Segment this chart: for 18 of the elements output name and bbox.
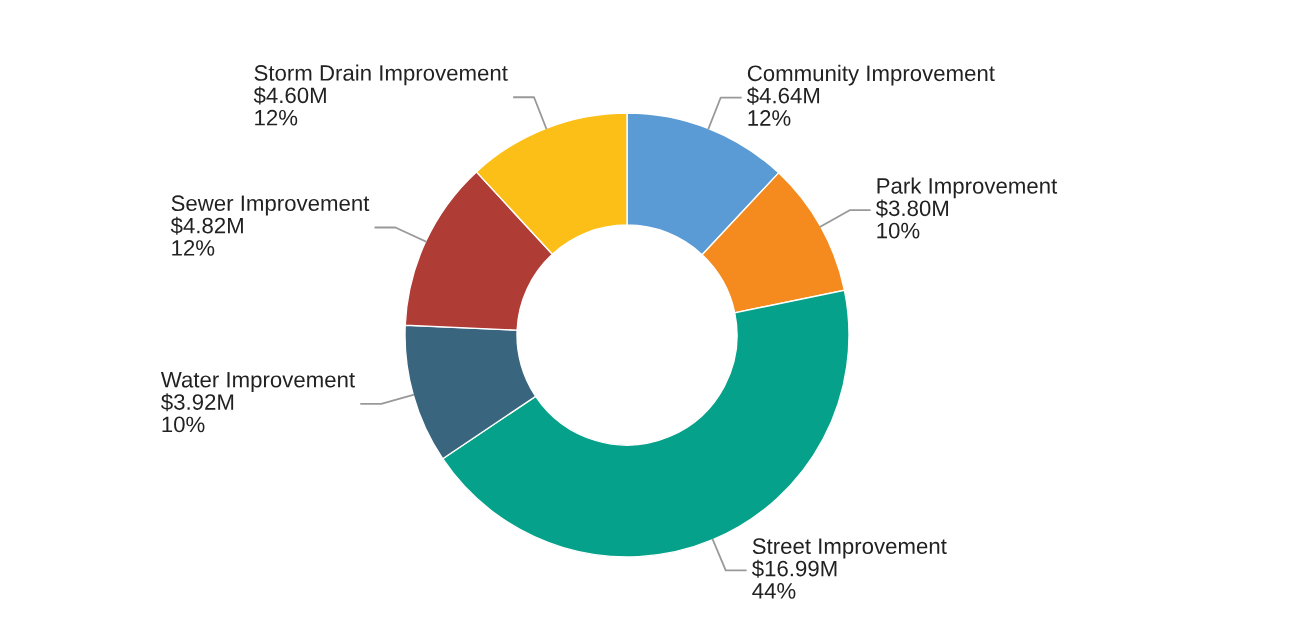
data-label: $4.64M [746,86,820,105]
slice-label: Park Improvement [877,177,1058,199]
text: 12% [255,109,298,126]
data-label: $3.92M [161,393,234,412]
slice-label: Street Improvement [752,538,947,559]
slice-label: Storm Drain Improvement [254,64,508,86]
data-label: $3.80M [875,199,948,218]
data-label: $4.82M [170,216,243,235]
data-label: $4.60M [253,86,326,105]
text: 12% [748,110,791,126]
slice-label: Sewer Improvement [171,195,370,216]
data-label: $16.99M [751,559,837,578]
text: 44% [752,583,796,599]
slice-label: Community Improvement [747,64,995,86]
slice-label: Water Improvement [160,372,355,392]
text: 10% [162,416,205,433]
text: 12% [172,240,215,256]
text: 10% [877,222,920,239]
